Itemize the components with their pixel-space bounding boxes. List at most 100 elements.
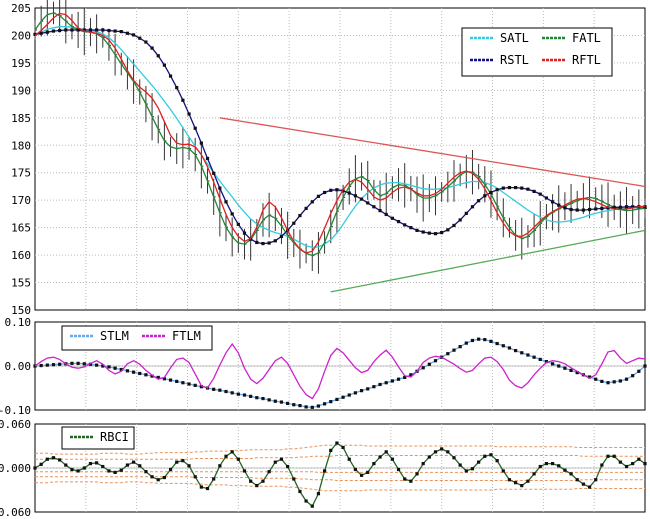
point-rbci bbox=[612, 454, 616, 458]
point-rstl bbox=[51, 29, 56, 33]
y-tick-label: 195 bbox=[11, 57, 31, 70]
point-stlm bbox=[464, 341, 468, 345]
point-rbci bbox=[563, 468, 567, 472]
oscillator-panel: 0.10 0.00 -0.10 STLM FTLM bbox=[0, 316, 647, 417]
price-panel: 205 200 195 190 185 180 175 170 165 160 155 150 SATL… bbox=[11, 0, 647, 317]
point-rbci bbox=[409, 479, 413, 483]
point-stlm bbox=[359, 389, 364, 393]
y-tick-label: -0.10 bbox=[0, 404, 31, 417]
point-rstl bbox=[242, 231, 247, 235]
point-rstl bbox=[236, 222, 240, 226]
point-rbci bbox=[45, 457, 49, 461]
point-rbci bbox=[495, 459, 499, 463]
point-rstl bbox=[107, 28, 111, 33]
point-stlm bbox=[199, 385, 203, 389]
point-rstl bbox=[131, 33, 136, 37]
point-rbci bbox=[119, 468, 123, 472]
point-rbci bbox=[175, 460, 179, 464]
point-rbci bbox=[187, 464, 191, 468]
point-stlm bbox=[520, 351, 524, 355]
point-stlm bbox=[329, 400, 333, 404]
point-rbci bbox=[452, 456, 456, 460]
point-rstl bbox=[396, 219, 401, 224]
point-rstl bbox=[175, 86, 179, 90]
point-stlm bbox=[372, 385, 376, 389]
point-rbci bbox=[144, 470, 148, 474]
point-rbci bbox=[255, 484, 259, 488]
point-rbci bbox=[557, 464, 561, 468]
point-stlm bbox=[304, 405, 308, 409]
point-stlm bbox=[433, 359, 438, 363]
point-stlm bbox=[526, 353, 530, 357]
point-rbci bbox=[550, 462, 555, 466]
point-rbci bbox=[273, 460, 277, 464]
point-rstl bbox=[495, 188, 499, 192]
point-rstl bbox=[119, 30, 123, 34]
point-rbci bbox=[347, 457, 351, 461]
y-tick-label: 150 bbox=[11, 304, 31, 317]
y-tick-label: 0.10 bbox=[5, 316, 32, 329]
point-rstl bbox=[82, 28, 86, 32]
point-rbci bbox=[587, 485, 592, 489]
point-rstl bbox=[440, 230, 444, 235]
point-rstl bbox=[70, 28, 74, 32]
point-stlm bbox=[600, 379, 604, 383]
point-stlm bbox=[606, 381, 610, 385]
point-rstl bbox=[483, 194, 487, 198]
point-rstl bbox=[514, 185, 518, 190]
point-stlm bbox=[538, 357, 542, 361]
point-stlm bbox=[279, 400, 284, 404]
point-stlm bbox=[76, 361, 80, 365]
point-rstl bbox=[76, 28, 80, 32]
legend-label-stlm: STLM bbox=[100, 329, 129, 343]
point-stlm bbox=[125, 369, 130, 373]
point-rbci bbox=[279, 457, 284, 461]
point-rstl bbox=[353, 194, 358, 198]
point-rstl bbox=[563, 206, 567, 210]
point-stlm bbox=[150, 374, 154, 378]
point-rbci bbox=[168, 467, 173, 472]
point-rbci bbox=[514, 481, 518, 485]
point-rstl bbox=[347, 191, 351, 195]
point-stlm bbox=[316, 404, 321, 408]
point-rbci bbox=[335, 441, 339, 445]
y-tick-label: 0.060 bbox=[0, 418, 31, 431]
point-rstl bbox=[88, 28, 93, 32]
point-rstl bbox=[409, 226, 413, 230]
point-rstl bbox=[181, 98, 185, 102]
point-stlm bbox=[409, 373, 413, 377]
point-stlm bbox=[396, 377, 401, 381]
point-rstl bbox=[45, 30, 49, 34]
point-rbci bbox=[131, 460, 136, 464]
point-rstl bbox=[600, 206, 604, 211]
point-rstl bbox=[557, 203, 561, 207]
point-rbci bbox=[82, 466, 86, 470]
point-stlm bbox=[637, 369, 641, 373]
point-rbci bbox=[329, 448, 333, 452]
point-stlm bbox=[119, 367, 123, 372]
point-stlm bbox=[532, 355, 536, 359]
point-rstl bbox=[64, 28, 68, 32]
point-rbci bbox=[606, 454, 610, 458]
point-rbci bbox=[433, 450, 438, 454]
point-rbci bbox=[624, 464, 629, 469]
point-rbci bbox=[316, 492, 321, 496]
point-rbci bbox=[569, 472, 573, 476]
series-line-ftlm bbox=[34, 342, 646, 400]
point-rstl bbox=[261, 241, 265, 246]
legend-label-rbci: RBCI bbox=[100, 430, 129, 444]
point-rstl bbox=[378, 209, 382, 213]
point-stlm bbox=[286, 401, 290, 405]
point-rbci bbox=[390, 457, 394, 461]
point-rbci bbox=[298, 489, 302, 494]
point-stlm bbox=[107, 365, 111, 369]
point-stlm bbox=[631, 374, 635, 378]
point-rbci bbox=[267, 470, 271, 474]
point-rbci bbox=[76, 469, 80, 473]
point-rbci bbox=[575, 478, 579, 482]
point-stlm bbox=[156, 375, 160, 380]
y-tick-label: 180 bbox=[11, 139, 31, 152]
point-stlm bbox=[569, 368, 573, 372]
y-tick-label: 0.000 bbox=[0, 462, 31, 475]
point-rstl bbox=[193, 126, 197, 130]
